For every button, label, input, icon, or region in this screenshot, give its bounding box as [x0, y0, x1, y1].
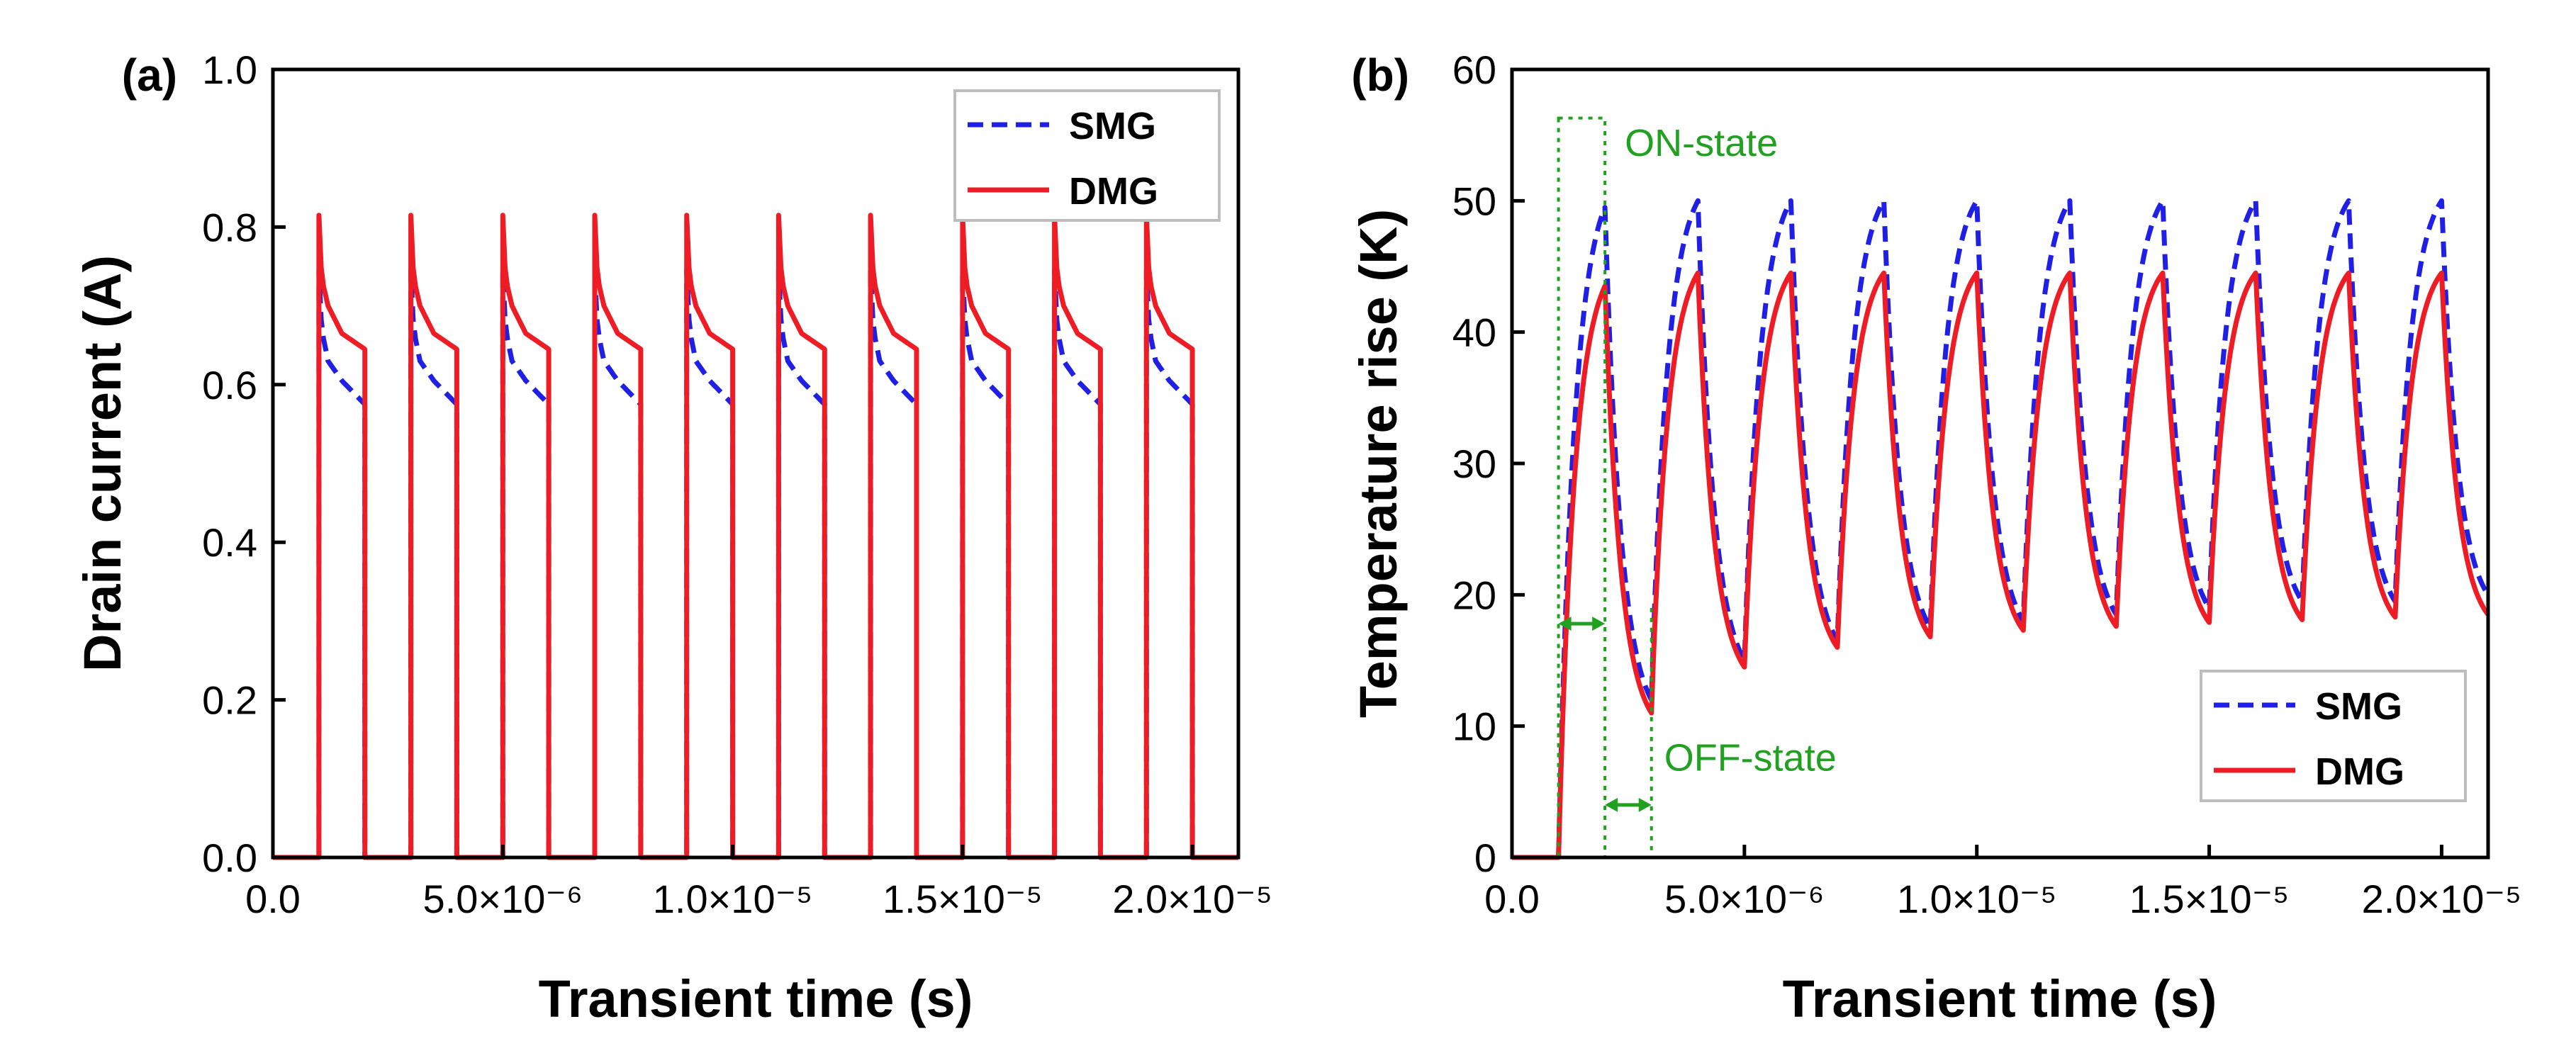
panel-b-x-tick-label: 1.0×10⁻⁵ [1897, 877, 2057, 921]
panel-a-ticks: 0.0 5.0×10⁻⁶ 1.0×10⁻⁵ 1.5×10⁻⁵ 2.0×10⁻⁵ 0.0 0.… [202, 47, 1272, 921]
panel-a-legend-dmg-label: DMG [1069, 170, 1158, 213]
panel-a-y-tick-label: 0.6 [202, 363, 257, 407]
panel-a-x-tick-label: 1.5×10⁻⁵ [883, 877, 1043, 921]
panel-b-y-tick-label: 60 [1452, 47, 1496, 92]
panel-a-y-tick-label: 1.0 [202, 47, 257, 92]
panel-b-x-axis-label: Transient time (s) [1783, 969, 2217, 1028]
on-state-label: ON-state [1625, 122, 1778, 164]
panel-b-legend-box [2200, 670, 2467, 802]
panel-a-y-tick-label: 0.2 [202, 678, 257, 723]
panel-b-y-tick-label: 40 [1452, 310, 1496, 355]
panel-a-y-axis-label: Drain current (A) [73, 255, 132, 672]
panel-a-x-tick-label: 1.0×10⁻⁵ [653, 877, 813, 921]
panel-a-y-tick-label: 0.8 [202, 205, 257, 249]
panel-b-y-tick-label: 10 [1452, 704, 1496, 749]
panel-a-series-smg [273, 268, 1238, 860]
panel-b-x-tick-label: 1.5×10⁻⁵ [2129, 877, 2290, 921]
panel-b-ticks: 0.0 5.0×10⁻⁶ 1.0×10⁻⁵ 1.5×10⁻⁵ 2.0×10⁻⁵ 0 10 20… [1452, 47, 2522, 921]
panel-b-annotations: ON-state OFF-state [1557, 116, 1837, 859]
panel-a-plot-frame [271, 67, 1241, 860]
panel-a-label: (a) [122, 50, 177, 101]
panel-b-legend-smg-label: SMG [2315, 685, 2402, 728]
panel-a-y-tick-label: 0.0 [202, 835, 257, 880]
panel-b-legend-dmg-label: DMG [2315, 750, 2404, 793]
off-state-arrow [1605, 797, 1652, 812]
panel-b-legend: SMG DMG [2200, 670, 2467, 802]
panel-b-y-tick-label: 0 [1474, 835, 1496, 880]
panel-a: (a) 0.0 5.0×10⁻⁶ 1.0×10⁻⁵ 1.5×10⁻⁵ 2.0×10⁻⁵0… [73, 47, 1272, 1028]
panel-a-y-tick-label: 0.4 [202, 520, 257, 565]
panel-a-x-axis-label: Transient time (s) [539, 969, 973, 1028]
panel-b-label: (b) [1351, 50, 1409, 101]
on-state-arrow [1558, 617, 1606, 631]
on-state-region [1557, 116, 1607, 859]
panel-a-legend-box [953, 89, 1221, 222]
panel-b-x-tick-label: 5.0×10⁻⁶ [1664, 877, 1824, 921]
panel-b-y-axis-label: Temperature rise (K) [1349, 209, 1408, 718]
panel-a-x-tick-label: 0.0 [245, 877, 301, 921]
panel-a-series-dmg [273, 213, 1238, 860]
panel-b-series [1512, 198, 2490, 860]
panel-b-y-tick-label: 50 [1452, 179, 1496, 223]
panel-a-x-tick-label: 5.0×10⁻⁶ [423, 877, 583, 921]
panel-b-series-dmg [1512, 270, 2490, 860]
panel-a-legend-smg-label: SMG [1069, 105, 1156, 147]
panel-a-legend: SMG DMG [953, 89, 1221, 222]
panel-b-y-tick-label: 30 [1452, 441, 1496, 486]
off-state-label: OFF-state [1664, 736, 1837, 779]
panel-b-plot-frame [1510, 67, 2490, 860]
panel-a-series [273, 213, 1238, 860]
panel-a-x-tick-label: 2.0×10⁻⁵ [1112, 877, 1272, 921]
panel-b-x-tick-label: 0.0 [1484, 877, 1540, 921]
panel-b-x-tick-label: 2.0×10⁻⁵ [2362, 877, 2522, 921]
panel-b: (b) ON-state OFF-state 0.0 5.0×10⁻⁶ 1.0×10⁻… [1349, 47, 2521, 1028]
panel-b-y-tick-label: 20 [1452, 573, 1496, 617]
